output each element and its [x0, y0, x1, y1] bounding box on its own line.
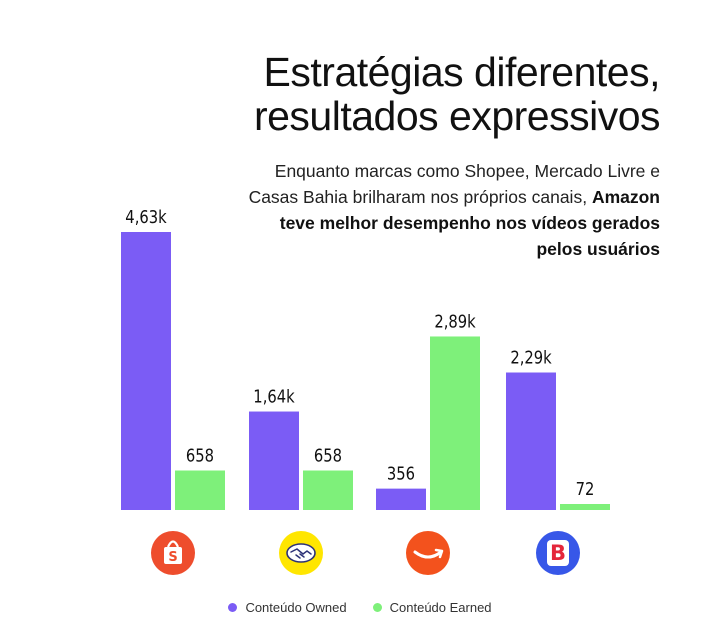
amazon-smile-curve — [413, 550, 443, 559]
amazon-logo-bg — [406, 531, 450, 575]
bar-mercado-livre-earned — [303, 470, 353, 510]
legend-swatch-owned — [228, 603, 238, 612]
casasbahia-logo-icon: B — [536, 531, 580, 575]
casasbahia-logo-tile — [547, 540, 569, 566]
chart-title: Estratégias diferentes, resultados expre… — [190, 49, 661, 139]
data-label-shopee-earned: 658 — [186, 445, 214, 466]
data-label-shopee-owned: 4,63k — [125, 207, 167, 228]
legend-item-owned: Conteúdo Owned — [228, 600, 347, 615]
bar-casas-bahia-earned — [560, 504, 610, 510]
bar-shopee-earned — [175, 470, 225, 510]
data-label-casas-bahia-earned: 72 — [576, 479, 595, 500]
subtitle-bold-text: Amazon teve melhor desempenho nos vídeos… — [279, 187, 660, 259]
mercadolivre-logo-icon — [279, 531, 323, 575]
amazon-smile-arrow — [434, 548, 444, 559]
shopee-bag-handle — [166, 540, 180, 548]
legend-label-earned: Conteúdo Earned — [389, 600, 492, 615]
bar-amazon-owned — [376, 488, 426, 510]
bar-shopee-owned — [121, 232, 171, 510]
data-label-mercado-livre-earned: 658 — [314, 445, 342, 466]
legend-item-earned: Conteúdo Earned — [372, 600, 492, 615]
title-line-2: resultados expressivos — [253, 93, 661, 139]
data-label-amazon-earned: 2,89k — [434, 311, 476, 332]
bar-mercado-livre-owned — [249, 411, 299, 510]
data-label-amazon-owned: 356 — [387, 463, 415, 484]
subtitle-text: Enquanto marcas como Shopee, Mercado Liv… — [248, 161, 660, 207]
data-label-mercado-livre-owned: 1,64k — [253, 386, 295, 407]
bar-amazon-earned — [430, 336, 480, 510]
bar-casas-bahia-owned — [506, 372, 556, 510]
chart-subtitle: Enquanto marcas como Shopee, Mercado Liv… — [240, 158, 660, 262]
shopee-letter: S — [168, 550, 177, 565]
data-label-casas-bahia-owned: 2,29k — [510, 347, 552, 368]
legend-label-owned: Conteúdo Owned — [245, 600, 347, 615]
amazon-logo-icon — [406, 531, 450, 575]
shopee-logo-icon: S — [151, 531, 195, 575]
legend-swatch-earned — [372, 603, 382, 612]
shopee-bag-body — [164, 547, 182, 564]
chart-legend: Conteúdo Owned Conteúdo Earned — [0, 600, 720, 615]
casasbahia-letter: B — [550, 541, 566, 565]
title-line-1: Estratégias diferentes, — [263, 49, 661, 95]
mercadolivre-handshake-hands — [290, 548, 312, 559]
